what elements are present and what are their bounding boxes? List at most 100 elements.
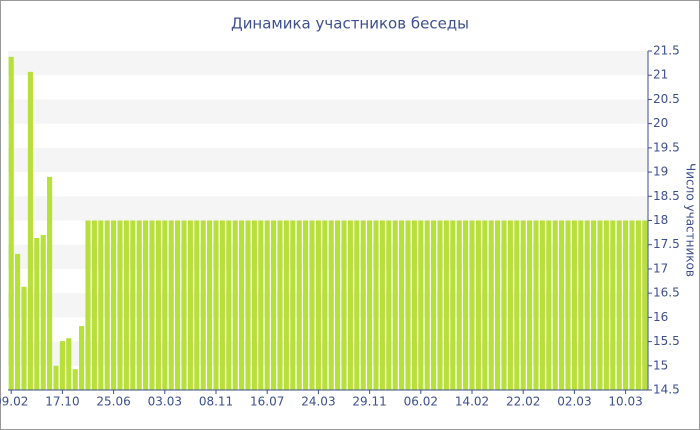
y-tick-label: 17 <box>653 261 668 275</box>
x-tick-label: 10.03 <box>608 395 642 409</box>
bar <box>399 220 405 390</box>
bar <box>232 220 238 390</box>
bar <box>34 237 40 390</box>
x-tick-label: 22.02 <box>506 395 540 409</box>
bar <box>552 220 558 390</box>
bar <box>200 220 206 390</box>
bar <box>578 220 584 390</box>
bar <box>565 220 571 390</box>
bar <box>341 220 347 390</box>
bar <box>21 286 27 390</box>
bar <box>187 220 193 390</box>
bar <box>571 220 577 390</box>
bar <box>418 220 424 390</box>
bar <box>623 220 629 390</box>
y-tick-label: 15 <box>653 358 668 372</box>
bar <box>514 220 520 390</box>
bar <box>104 220 110 390</box>
x-tick-label: 17.10 <box>45 395 79 409</box>
bar <box>360 220 366 390</box>
y-tick-label: 21.5 <box>653 44 680 58</box>
bar <box>450 220 456 390</box>
bar <box>143 220 149 390</box>
bar <box>392 220 398 390</box>
bar <box>335 220 341 390</box>
bar <box>469 220 475 390</box>
bar <box>379 220 385 390</box>
bar <box>424 220 430 390</box>
bar <box>629 220 635 390</box>
y-tick-label: 18 <box>653 213 668 227</box>
bar <box>437 220 443 390</box>
bar <box>290 220 296 390</box>
bar <box>520 220 526 390</box>
bar <box>315 220 321 390</box>
x-tick-label: 14.02 <box>455 395 489 409</box>
bar <box>482 220 488 390</box>
bar <box>546 220 552 390</box>
bar <box>181 220 187 390</box>
bar <box>616 220 622 390</box>
grid-band <box>8 147 648 173</box>
bar <box>309 220 315 390</box>
bar <box>213 220 219 390</box>
bar <box>8 56 14 390</box>
bar <box>495 220 501 390</box>
bar <box>373 220 379 390</box>
x-tick-label: 08.11 <box>199 395 233 409</box>
bar <box>245 220 251 390</box>
bar <box>98 220 104 390</box>
grid-band <box>8 341 648 366</box>
bar <box>591 220 597 390</box>
y-tick-label: 16.5 <box>653 286 680 300</box>
bar <box>85 220 91 390</box>
bar <box>15 253 21 390</box>
chart-title: Динамика участников беседы <box>231 15 469 33</box>
y-tick-label: 19 <box>653 165 668 179</box>
bar <box>271 220 277 390</box>
bar <box>539 220 545 390</box>
bar <box>411 220 417 390</box>
y-tick-label: 20.5 <box>653 92 680 106</box>
bar <box>149 220 155 390</box>
y-tick-label: 16 <box>653 310 668 324</box>
bar <box>610 220 616 390</box>
bar <box>597 220 603 390</box>
bar <box>283 220 289 390</box>
bar <box>367 220 373 390</box>
bar <box>405 220 411 390</box>
bar <box>456 220 462 390</box>
bar <box>443 220 449 390</box>
bar <box>463 220 469 390</box>
bar <box>111 220 117 390</box>
bar <box>207 220 213 390</box>
x-tick-label: 02.03 <box>557 395 591 409</box>
x-tick-label: 25.06 <box>96 395 130 409</box>
bar <box>347 220 353 390</box>
grid-band <box>8 293 648 318</box>
y-tick-label: 20 <box>653 116 668 130</box>
bar <box>475 220 481 390</box>
bar <box>635 220 641 390</box>
y-tick-label: 19.5 <box>653 140 680 154</box>
grid-band <box>8 244 648 269</box>
bar <box>322 220 328 390</box>
bar <box>226 220 232 390</box>
bar <box>53 365 59 390</box>
bar <box>79 326 85 390</box>
x-tick-label: 06.02 <box>404 395 438 409</box>
bar <box>527 220 533 390</box>
x-tick-label: 29.11 <box>352 395 386 409</box>
bar <box>603 220 609 390</box>
bar <box>123 220 129 390</box>
x-tick-label: 24.03 <box>301 395 335 409</box>
bar <box>40 235 46 390</box>
bar <box>264 220 270 390</box>
bar <box>386 220 392 390</box>
bar <box>168 220 174 390</box>
y-tick-label: 17.5 <box>653 237 680 251</box>
bar <box>155 220 161 390</box>
bar <box>296 220 302 390</box>
bar <box>303 220 309 390</box>
